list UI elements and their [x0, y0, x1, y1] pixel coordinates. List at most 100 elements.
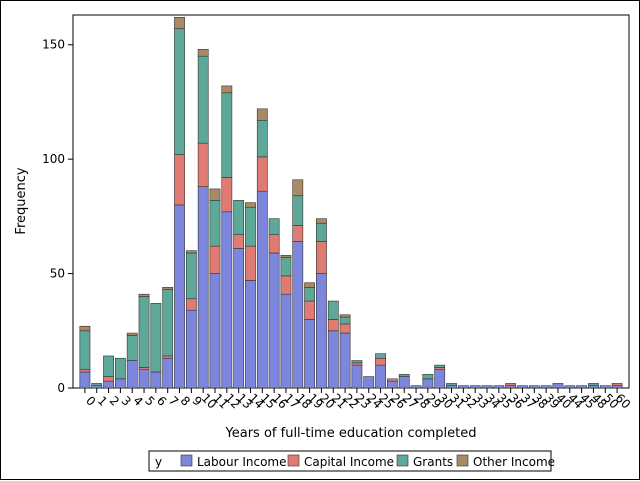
bar-labour-income-9: [185, 309, 197, 389]
bar-grants-11: [209, 200, 221, 247]
bar-grants-21: [327, 300, 339, 320]
bar-labour-income-31: [446, 385, 457, 389]
bar-capital-income-13: [233, 234, 245, 249]
y-axis: 0 50 100 150: [42, 38, 73, 395]
bar-capital-income-7: [162, 355, 174, 359]
bar-other-income-17: [280, 254, 292, 258]
bar-other-income-19: [304, 282, 315, 288]
bar-other-income-9: [185, 250, 197, 254]
bar-grants-18: [292, 195, 304, 226]
bar-grants-8: [174, 28, 185, 155]
bar-labour-income-39: [540, 385, 552, 389]
bar-capital-income-2: [103, 376, 114, 382]
bar-capital-income-10: [197, 142, 209, 187]
bar-grants-13: [233, 200, 245, 235]
bar-labour-income-18: [292, 241, 304, 389]
bar-labour-income-11: [209, 273, 221, 389]
bar-labour-income-1: [91, 385, 103, 389]
bar-capital-income-14: [245, 245, 256, 281]
bar-grants-27: [398, 373, 410, 377]
bar-labour-income-16: [268, 252, 280, 389]
bar-capital-income-60: [611, 383, 623, 387]
bar-grants-0: [79, 330, 91, 370]
bar-grants-10: [197, 55, 209, 144]
bar-capital-income-23: [351, 362, 363, 366]
bar-capital-income-5: [138, 367, 150, 370]
bar-labour-income-30: [434, 369, 446, 389]
bar-capital-income-18: [292, 225, 304, 242]
legend-swatch-grants: [396, 454, 409, 467]
bar-capital-income-9: [185, 298, 197, 311]
y-tick-label-50: 50: [50, 267, 65, 281]
legend-label-other-income: Other Income: [473, 455, 555, 469]
bar-other-income-20: [316, 218, 327, 224]
bar-labour-income-19: [304, 319, 315, 389]
bar-capital-income-11: [209, 245, 221, 274]
bars-layer: [79, 16, 623, 389]
x-tick-label-60: 60: [613, 391, 634, 412]
bar-labour-income-5: [138, 369, 150, 389]
bar-labour-income-37: [517, 385, 528, 389]
x-axis-label: Years of full-time education completed: [225, 426, 477, 441]
bar-labour-income-25: [375, 364, 386, 389]
bar-capital-income-19: [304, 300, 315, 320]
bar-grants-19: [304, 287, 315, 302]
bar-labour-income-4: [126, 360, 138, 389]
bar-capital-income-16: [268, 234, 280, 254]
bar-labour-income-3: [115, 378, 126, 389]
bar-other-income-7: [162, 287, 174, 290]
bar-grants-15: [256, 119, 268, 158]
bar-other-income-18: [292, 179, 304, 197]
bar-grants-30: [434, 364, 446, 368]
bar-labour-income-33: [469, 385, 481, 389]
bar-labour-income-10: [197, 186, 209, 389]
legend-swatch-other-income: [456, 454, 469, 467]
bar-labour-income-48: [588, 385, 599, 389]
bar-labour-income-2: [103, 380, 114, 389]
bar-other-income-10: [197, 49, 209, 57]
bar-labour-income-34: [481, 385, 493, 389]
bar-labour-income-24: [363, 376, 375, 389]
y-tick-label-150: 150: [42, 38, 65, 52]
bar-capital-income-15: [256, 156, 268, 192]
bar-labour-income-50: [599, 385, 611, 389]
bar-labour-income-35: [493, 385, 505, 389]
legend-swatch-capital-income: [287, 454, 300, 467]
bar-grants-17: [280, 257, 292, 277]
bar-other-income-5: [138, 293, 150, 297]
bar-other-income-14: [245, 202, 256, 208]
bar-labour-income-7: [162, 357, 174, 389]
bar-labour-income-6: [150, 371, 162, 389]
bar-capital-income-17: [280, 275, 292, 295]
y-tick-label-100: 100: [42, 152, 65, 166]
bar-other-income-15: [256, 108, 268, 121]
bar-labour-income-15: [256, 190, 268, 389]
bar-other-income-0: [79, 325, 91, 332]
bar-other-income-22: [339, 314, 351, 318]
bar-labour-income-32: [457, 385, 469, 389]
legend-swatch-labour-income: [180, 454, 193, 467]
bar-capital-income-12: [221, 177, 233, 213]
bar-other-income-11: [209, 188, 221, 201]
legend: y Labour Income Capital Income Grants Other…: [148, 450, 555, 472]
bar-capital-income-0: [79, 369, 91, 373]
bar-labour-income-12: [221, 211, 233, 389]
bar-grants-3: [115, 357, 126, 380]
bar-other-income-8: [174, 16, 185, 30]
bar-grants-12: [221, 92, 233, 178]
bar-capital-income-26: [387, 378, 398, 382]
bar-labour-income-21: [327, 330, 339, 389]
plot-area-border: [72, 14, 630, 389]
legend-box: [148, 450, 552, 472]
bar-grants-16: [268, 218, 280, 235]
bar-grants-5: [138, 296, 150, 368]
bar-capital-income-21: [327, 319, 339, 332]
bar-other-income-4: [126, 332, 138, 336]
bar-labour-income-0: [79, 371, 91, 389]
y-axis-label: Frequency: [14, 167, 29, 234]
bar-grants-7: [162, 289, 174, 357]
y-tick-label-0: 0: [57, 381, 65, 395]
bar-labour-income-29: [422, 378, 434, 389]
